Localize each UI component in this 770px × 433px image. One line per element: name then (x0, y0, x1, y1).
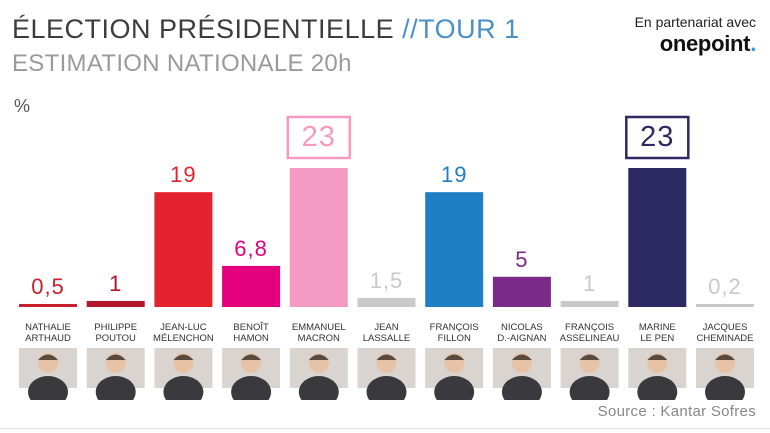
category-label-4-line-1: BENOÎT (233, 322, 269, 333)
candidate-photo-4 (222, 348, 281, 400)
category-label-3-line-1: JEAN-LUC (160, 322, 207, 333)
category-label-10-line-1: MARINE (639, 322, 676, 333)
value-label-10: 23 (640, 121, 674, 153)
bar-10 (628, 168, 687, 307)
candidate-photo-1 (19, 348, 77, 400)
category-label-1-line-2: ARTHAUD (25, 333, 71, 344)
candidate-photo-8 (492, 348, 551, 400)
value-label-7: 19 (441, 162, 467, 187)
bar-8 (492, 276, 551, 307)
category-label-11-line-2: CHEMINADE (696, 333, 753, 344)
category-label-7-line-1: FRANÇOIS (430, 322, 479, 333)
bar-2 (86, 300, 145, 307)
value-label-box-10 (625, 115, 690, 160)
value-label-1: 0,5 (31, 274, 65, 299)
candidate-photo-9 (560, 348, 619, 400)
value-label-9: 1 (583, 271, 596, 296)
category-label-11-line-1: JACQUES (703, 322, 748, 333)
category-label-3-line-2: MÉLENCHON (153, 333, 214, 344)
title-tour: //TOUR 1 (402, 14, 520, 44)
category-label-6-line-2: LASSALLE (363, 333, 411, 344)
category-label-5-line-2: MACRON (298, 333, 340, 344)
bar-11 (696, 304, 754, 307)
partner-logo-text: onepoint (659, 31, 751, 56)
value-label-2: 1 (109, 271, 122, 296)
partner-text: En partenariat avec (634, 14, 756, 30)
bottom-divider (0, 428, 770, 429)
category-label-2-line-2: POUTOU (95, 333, 136, 344)
category-label-6-line-1: JEAN (374, 322, 398, 333)
bar-3 (154, 192, 213, 307)
category-label-4-line-2: HAMON (233, 333, 269, 344)
bar-7 (425, 192, 484, 307)
candidate-photo-7 (425, 348, 484, 400)
category-label-9-line-2: ASSELINEAU (560, 333, 620, 344)
value-label-8: 5 (515, 247, 528, 272)
category-label-8-line-2: D.-AIGNAN (497, 333, 546, 344)
category-label-7-line-2: FILLON (438, 333, 471, 344)
title-main: ÉLECTION PRÉSIDENTIELLE (12, 14, 395, 44)
value-label-box-5 (286, 115, 352, 160)
value-label-4: 6,8 (234, 236, 268, 261)
value-label-6: 1,5 (370, 268, 404, 293)
category-label-10-line-2: LE PEN (640, 333, 674, 344)
source-note: Source : Kantar Sofres (597, 403, 756, 420)
category-label-2-line-1: PHILIPPE (94, 322, 137, 333)
candidate-photo-6 (357, 348, 416, 400)
bar-9 (560, 300, 619, 307)
value-label-3: 19 (170, 162, 196, 187)
partner-logo-dot: . (750, 31, 756, 56)
value-label-11: 0,2 (708, 274, 742, 299)
bar-5 (289, 168, 348, 307)
chart-title: ÉLECTION PRÉSIDENTIELLE //TOUR 1 (12, 14, 520, 45)
category-label-8-line-1: NICOLAS (501, 322, 543, 333)
candidate-photo-11 (696, 348, 754, 400)
candidate-photo-3 (154, 348, 213, 400)
chart-subtitle: ESTIMATION NATIONALE 20h (12, 50, 352, 77)
category-label-1-line-1: NATHALIE (25, 322, 71, 333)
value-label-5: 23 (302, 121, 336, 153)
partner-block: En partenariat avec onepoint. (634, 14, 757, 57)
y-axis-label: % (14, 96, 31, 116)
candidate-photo-10 (628, 348, 687, 400)
bar-6 (357, 297, 416, 307)
category-label-9-line-1: FRANÇOIS (565, 322, 614, 333)
category-label-5-line-1: EMMANUEL (292, 322, 346, 333)
candidate-photo-5 (289, 348, 348, 400)
partner-logo: onepoint. (635, 31, 757, 57)
candidate-photo-2 (86, 348, 145, 400)
bar-1 (19, 303, 77, 307)
bar-4 (222, 265, 281, 307)
